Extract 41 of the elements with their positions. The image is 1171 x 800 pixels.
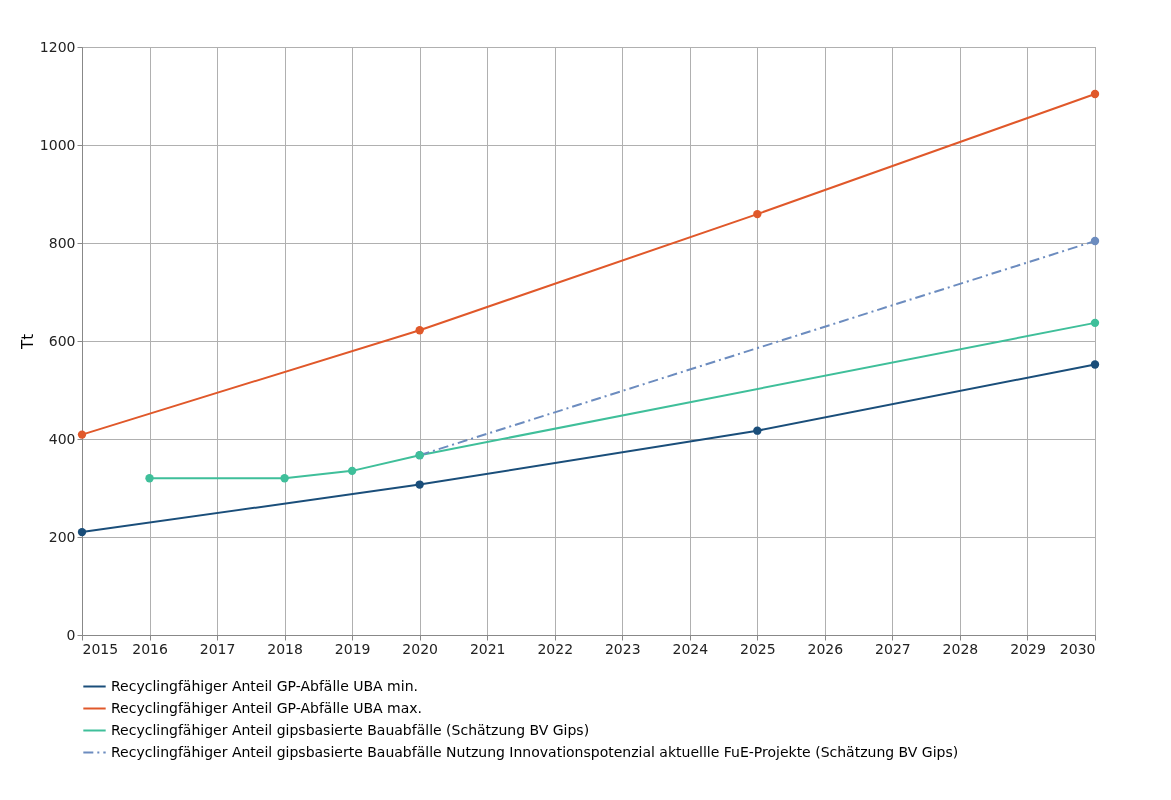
y-tick-label: 1200 — [39, 38, 76, 55]
point — [77, 527, 87, 537]
y-tick-label: 200 — [48, 528, 76, 545]
x-tick-label: 2021 — [469, 640, 506, 657]
y-tick-label: 600 — [48, 332, 76, 349]
point — [280, 474, 289, 483]
x-tick-label: 2017 — [199, 640, 236, 657]
x-tick-label: 2016 — [132, 640, 168, 657]
x-tick-label: 2020 — [402, 640, 438, 657]
point — [1090, 89, 1100, 99]
point — [77, 430, 87, 439]
x-tick-label: 2024 — [672, 640, 709, 657]
point — [145, 474, 154, 483]
x-tick-label: 2027 — [875, 640, 911, 657]
point — [753, 426, 762, 435]
legend-label: Recyclingfähiger Anteil gipsbasierte Bauabfälle Nutzung Innovationspotenzial aktuellle FuE-Projekte (Schätzung BV Gips) — [111, 743, 959, 760]
y-tick-label: 0 — [66, 626, 76, 643]
point — [347, 466, 357, 476]
point — [753, 209, 762, 219]
y-axis-title: Tt — [18, 333, 37, 351]
point — [1090, 236, 1100, 246]
x-tick-label: 2028 — [942, 640, 979, 657]
x-tick-label: 2022 — [537, 640, 574, 657]
point — [1090, 318, 1100, 328]
x-tick-label: 2015 — [82, 640, 119, 657]
x-tick-label: 2023 — [604, 640, 641, 657]
x-tick-label: 2025 — [740, 640, 776, 657]
x-tick-label: 2029 — [1010, 640, 1046, 657]
x-tick-label: 2019 — [334, 640, 371, 657]
x-tick-label: 2026 — [807, 640, 844, 657]
point — [415, 326, 424, 335]
legend-label: Recyclingfähiger Anteil GP-Abfälle UBA min. — [111, 677, 418, 694]
x-tick-label: 2018 — [267, 640, 303, 657]
y-tick-label: 1000 — [39, 136, 76, 153]
legend-label: Recyclingfähiger Anteil gipsbasierte Bauabfälle (Schätzung BV Gips) — [111, 721, 590, 738]
x-tick-label: 2030 — [1059, 640, 1096, 657]
point — [415, 480, 424, 489]
y-tick-label: 800 — [48, 234, 76, 251]
y-tick-label: 400 — [48, 430, 76, 447]
point — [1090, 360, 1100, 369]
legend-label: Recyclingfähiger Anteil GP-Abfälle UBA max. — [111, 699, 423, 716]
